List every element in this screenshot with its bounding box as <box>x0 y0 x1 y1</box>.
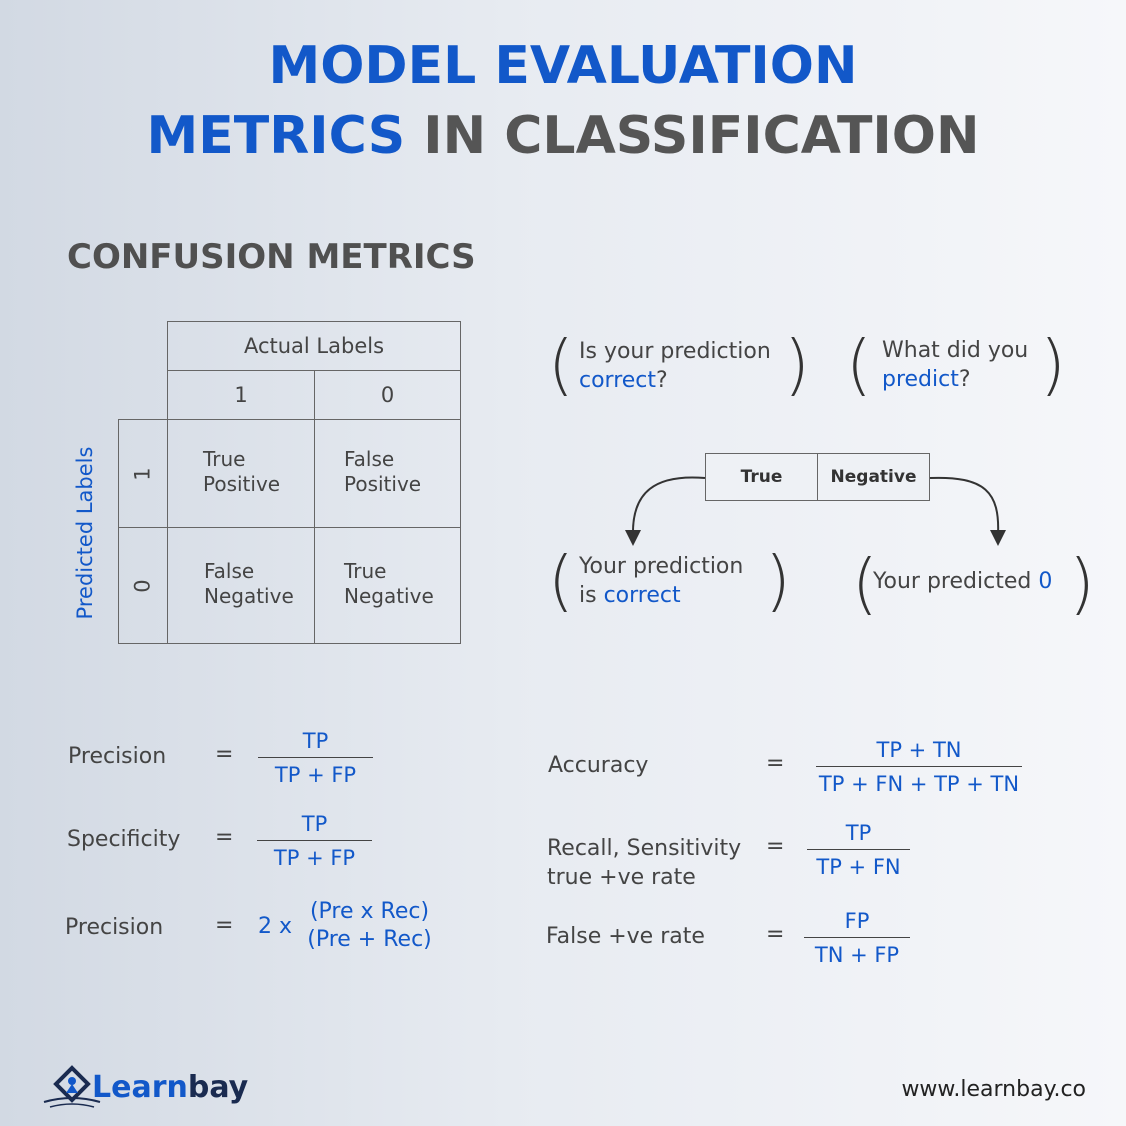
q1-line2: correct? <box>579 366 771 395</box>
close-paren-q2: ) <box>1040 326 1066 403</box>
formula-precision2-eq: = <box>215 913 234 938</box>
result-correct: Your prediction is correct <box>579 552 743 610</box>
arrow-left <box>631 476 706 536</box>
formula-recall-eq: = <box>766 834 785 859</box>
open-paren-right-result: ( <box>852 545 878 622</box>
fraction-bar <box>807 849 910 850</box>
tn-line2: Negative <box>344 584 434 608</box>
close-paren-right-result: ) <box>1069 545 1095 622</box>
title-line-1: MODEL EVALUATION <box>268 36 858 96</box>
cell-true-negative <box>314 527 461 644</box>
tn-text: True Negative <box>344 559 434 609</box>
formula-precision2-den: (Pre + Rec) <box>307 927 432 952</box>
formula-fpr-num: FP <box>844 909 870 933</box>
formula-specificity-fraction: TP TP + FP <box>257 810 372 872</box>
fraction-bar <box>258 757 373 758</box>
formula-precision2-label: Precision <box>65 915 164 940</box>
open-paren-q1: ( <box>548 326 574 403</box>
result-right-text: Your predicted <box>873 569 1039 594</box>
arrow-right-head <box>990 530 1006 546</box>
formula-precision-fraction: TP TP + FP <box>258 727 373 789</box>
fraction-bar <box>816 766 1022 767</box>
arrow-right <box>929 476 1000 536</box>
result-predicted-zero: Your predicted 0 <box>873 567 1052 596</box>
q1-correct-word: correct <box>579 368 657 393</box>
result-right-zero: 0 <box>1038 569 1053 594</box>
title-in-classification: IN CLASSIFICATION <box>423 106 980 166</box>
formula-specificity-num: TP <box>301 812 328 836</box>
formula-precision2-fraction: (Pre x Rec) (Pre + Rec) <box>303 898 436 954</box>
tp-line2: Positive <box>203 472 281 496</box>
fraction-bar <box>257 840 372 841</box>
footer-url[interactable]: www.learnbay.co <box>901 1077 1086 1102</box>
formula-accuracy-eq: = <box>766 751 785 776</box>
flow-box-negative: Negative <box>817 453 930 501</box>
flow-box-true: True <box>705 453 818 501</box>
fn-text: False Negative <box>204 559 294 609</box>
formula-fpr-label: False +ve rate <box>546 924 705 949</box>
logo-bay: bay <box>187 1070 249 1105</box>
result-left-correct: correct <box>603 583 681 608</box>
q1-line1: Is your prediction <box>579 339 771 364</box>
formula-fpr-den: TN + FP <box>814 943 900 967</box>
formula-recall-num: TP <box>845 821 872 845</box>
result-left-line1: Your prediction <box>579 554 744 579</box>
learnbay-logo-icon <box>43 1065 101 1108</box>
question-correct: Is your prediction correct? <box>579 337 771 395</box>
formula-accuracy-fraction: TP + TN TP + FN + TP + TN <box>816 736 1022 798</box>
formula-specificity-eq: = <box>215 825 234 850</box>
formula-specificity-den: TP + FP <box>273 846 356 870</box>
formula-recall-label-line2: true +ve rate <box>547 865 696 890</box>
formula-specificity-label: Specificity <box>67 827 181 852</box>
fp-line1: False <box>344 447 395 471</box>
formula-precision2-prefix: 2 x <box>258 914 293 939</box>
formula-recall-fraction: TP TP + FN <box>807 819 910 881</box>
open-paren-q2: ( <box>846 326 872 403</box>
tp-text: True Positive <box>203 447 280 497</box>
formula-fpr-eq: = <box>766 922 785 947</box>
q2-qmark: ? <box>958 367 971 392</box>
learnbay-logo-text: Learnbay <box>92 1070 248 1105</box>
fp-line2: Positive <box>344 472 422 496</box>
tp-line1: True <box>203 447 246 471</box>
formula-precision-eq: = <box>215 742 234 767</box>
result-left-line2: is correct <box>579 581 743 610</box>
tn-line1: True <box>344 559 387 583</box>
formula-accuracy-label: Accuracy <box>548 753 649 778</box>
close-paren-left-result: ) <box>765 542 791 619</box>
formula-precision-num: TP <box>302 729 329 753</box>
formula-precision-label: Precision <box>68 744 167 769</box>
open-paren-left-result: ( <box>548 542 574 619</box>
arrow-left-head <box>625 530 641 546</box>
question-predict: What did you predict? <box>882 336 1028 394</box>
fn-line2: Negative <box>204 584 294 608</box>
close-paren-q1: ) <box>784 326 810 403</box>
formula-accuracy-num: TP + TN <box>876 738 962 762</box>
title-line-2: METRICS IN CLASSIFICATION <box>0 110 1126 162</box>
fraction-bar <box>804 937 910 938</box>
section-title: CONFUSION METRICS <box>67 237 476 277</box>
logo-learn: Learn <box>92 1070 188 1105</box>
q2-line2: predict? <box>882 365 1028 394</box>
formula-recall-den: TP + FN <box>816 855 901 879</box>
formula-fpr-fraction: FP TN + FP <box>804 907 910 969</box>
formula-precision-den: TP + FP <box>274 763 357 787</box>
formula-recall-label-line1: Recall, Sensitivity <box>547 836 742 861</box>
title-metrics: METRICS <box>146 106 406 166</box>
fp-text: False Positive <box>344 447 421 497</box>
q2-line1: What did you <box>882 338 1029 363</box>
formula-recall-label: Recall, Sensitivity true +ve rate <box>547 834 741 892</box>
q1-qmark: ? <box>656 368 668 393</box>
formula-accuracy-den: TP + FN + TP + TN <box>818 772 1020 796</box>
formula-precision2-num: (Pre x Rec) <box>309 899 430 924</box>
fn-line1: False <box>204 559 255 583</box>
result-left-is: is <box>579 583 604 608</box>
q2-predict-word: predict <box>882 367 959 392</box>
